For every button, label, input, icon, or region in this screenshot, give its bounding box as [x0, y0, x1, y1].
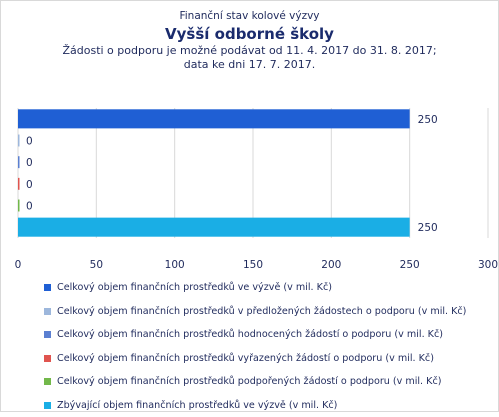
legend-item: Celkový objem finančních prostředků podp…	[44, 370, 494, 394]
legend-item: Celkový objem finančních prostředků ve v…	[44, 276, 494, 300]
legend-swatch	[44, 378, 51, 385]
bar-value-label: 250	[418, 222, 438, 234]
legend-swatch	[44, 331, 51, 338]
x-tick-label: 250	[400, 259, 420, 271]
bar-4	[18, 200, 20, 212]
bar-value-label: 0	[26, 157, 33, 169]
bar-value-label: 0	[26, 179, 33, 191]
x-tick-label: 300	[478, 259, 498, 271]
legend-label: Celkový objem finančních prostředků v př…	[57, 306, 466, 317]
bar-value-label: 0	[26, 201, 33, 213]
x-tick-label: 100	[165, 259, 185, 271]
x-tick-label: 200	[321, 259, 341, 271]
x-tick-label: 0	[15, 259, 22, 271]
chart-legend: Celkový objem finančních prostředků ve v…	[44, 276, 494, 417]
legend-swatch	[44, 284, 51, 291]
legend-label: Celkový objem finančních prostředků vyřa…	[57, 353, 434, 364]
bar-0	[18, 109, 410, 128]
legend-swatch	[44, 355, 51, 362]
bar-1	[18, 135, 20, 147]
legend-item: Celkový objem finančních prostředků hodn…	[44, 323, 494, 347]
legend-item: Celkový objem finančních prostředků v př…	[44, 300, 494, 324]
bar-value-label: 250	[418, 114, 438, 126]
bar-3	[18, 178, 20, 190]
x-tick-label: 150	[243, 259, 263, 271]
bar-5	[18, 218, 410, 237]
legend-label: Celkový objem finančních prostředků ve v…	[57, 282, 332, 293]
legend-item: Zbývající objem finančních prostředků ve…	[44, 394, 494, 417]
x-tick-label: 50	[90, 259, 103, 271]
bar-value-label: 0	[26, 136, 33, 148]
legend-swatch	[44, 402, 51, 409]
bar-2	[18, 156, 20, 168]
legend-label: Celkový objem finančních prostředků hodn…	[57, 329, 443, 340]
legend-label: Celkový objem finančních prostředků podp…	[57, 376, 441, 387]
legend-swatch	[44, 308, 51, 315]
legend-label: Zbývající objem finančních prostředků ve…	[57, 400, 337, 411]
legend-item: Celkový objem finančních prostředků vyřa…	[44, 347, 494, 371]
